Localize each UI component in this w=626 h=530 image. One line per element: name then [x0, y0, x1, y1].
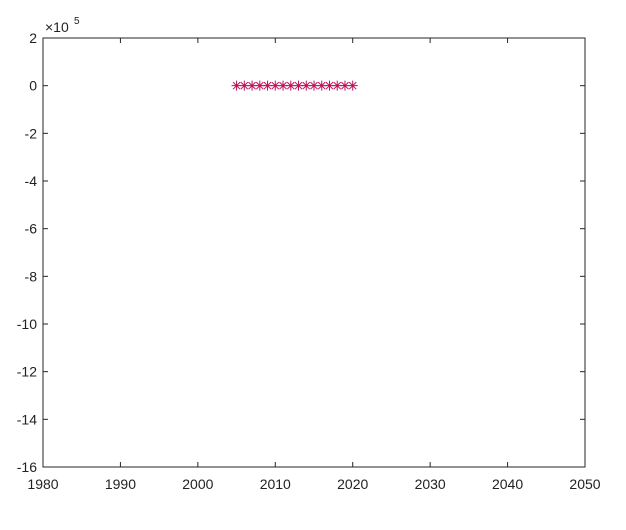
- star-marker: [285, 80, 296, 91]
- star-marker: [231, 80, 242, 91]
- y-exponent-power: 5: [74, 16, 80, 27]
- y-tick-label: 0: [29, 78, 37, 94]
- star-marker: [347, 80, 358, 91]
- x-tick-label: 2040: [492, 476, 523, 492]
- y-tick-label: -4: [25, 173, 38, 189]
- y-tick-label: -8: [25, 268, 38, 284]
- star-marker: [247, 80, 258, 91]
- y-tick-label: -10: [17, 316, 37, 332]
- x-tick-label: 2020: [337, 476, 368, 492]
- x-tick-label: 2030: [415, 476, 446, 492]
- star-marker: [293, 80, 304, 91]
- star-marker: [309, 80, 319, 91]
- y-tick-label: -6: [25, 221, 38, 237]
- y-tick-label: 2: [29, 30, 37, 46]
- star-marker: [239, 80, 250, 91]
- y-exponent-base: ×10: [45, 19, 69, 35]
- star-marker: [301, 80, 312, 91]
- star-marker: [270, 80, 281, 91]
- star-marker: [316, 80, 327, 91]
- star-marker: [262, 80, 273, 91]
- y-tick-label: -16: [17, 459, 37, 475]
- star-marker: [332, 80, 343, 91]
- x-tick-label: 1990: [105, 476, 136, 492]
- x-tick-label: 2010: [260, 476, 291, 492]
- plot-box: [42, 37, 586, 468]
- star-marker: [254, 80, 265, 91]
- x-tick-label: 2000: [182, 476, 213, 492]
- y-tick-label: -14: [17, 411, 37, 427]
- y-tick-label: -2: [25, 125, 38, 141]
- star-marker: [278, 80, 289, 91]
- star-marker: [339, 80, 350, 91]
- star-marker: [324, 80, 335, 91]
- x-tick-label: 2050: [569, 476, 600, 492]
- x-tick-label: 1980: [27, 476, 58, 492]
- y-tick-label: -12: [17, 364, 37, 380]
